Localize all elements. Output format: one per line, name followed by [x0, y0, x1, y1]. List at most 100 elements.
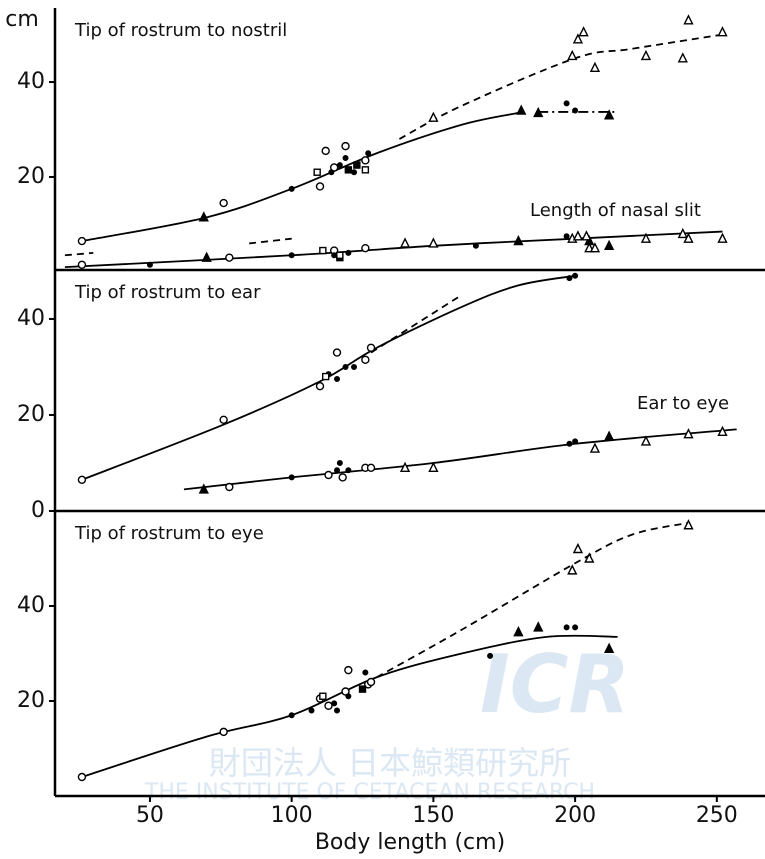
data-point: [399, 461, 411, 472]
data-point: [219, 198, 228, 208]
y-tick-label: 20: [17, 402, 45, 427]
data-point: [345, 467, 352, 474]
data-point: [572, 438, 579, 445]
data-point: [584, 552, 595, 563]
data-point: [717, 232, 728, 243]
x-axis-label: Body length (cm): [315, 830, 505, 855]
data-point: [315, 381, 325, 391]
data-point: [566, 440, 573, 447]
data-point: [399, 237, 411, 248]
data-point: [428, 461, 439, 472]
data-point: [219, 727, 228, 737]
y-tick-label: 20: [17, 688, 45, 713]
watermark: ICR: [480, 638, 630, 731]
data-point: [319, 692, 327, 700]
data-point: [321, 146, 330, 156]
data-point: [336, 459, 343, 466]
data-point: [342, 363, 349, 370]
data-point: [533, 106, 544, 118]
x-tick-label: 200: [554, 803, 596, 828]
curve-label: Length of nasal slit: [530, 200, 701, 221]
data-point: [487, 652, 494, 659]
data-point: [589, 242, 601, 253]
data-point: [198, 483, 209, 494]
fit-curve: [183, 428, 737, 491]
data-point: [516, 104, 527, 115]
data-point: [428, 111, 439, 122]
data-point: [345, 693, 352, 700]
data-point: [341, 687, 350, 696]
data-point: [198, 211, 209, 222]
data-point: [358, 685, 367, 693]
x-tick-label: 100: [271, 803, 313, 828]
data-point: [365, 150, 372, 157]
data-point: [334, 707, 341, 714]
data-point: [603, 430, 615, 441]
data-point: [351, 169, 358, 176]
data-point: [336, 251, 344, 259]
y-tick-label: 40: [17, 69, 45, 94]
data-point: [581, 230, 592, 241]
data-point: [353, 161, 361, 169]
data-point: [288, 474, 295, 481]
data-point: [572, 542, 584, 554]
data-point: [332, 348, 342, 357]
data-point: [351, 363, 358, 370]
data-point: [513, 234, 524, 246]
data-point: [366, 343, 376, 352]
watermark: 財団法人 日本鯨類研究所: [209, 744, 571, 782]
data-point: [77, 236, 87, 246]
data-point: [567, 564, 578, 575]
data-point: [313, 168, 321, 176]
data-point: [338, 473, 347, 482]
data-point: [324, 470, 333, 480]
y-tick-label: 0: [31, 498, 45, 523]
panel-title: Tip of rostrum to ear: [74, 282, 261, 303]
data-point: [677, 227, 688, 239]
data-point: [572, 272, 579, 279]
data-point: [603, 109, 615, 120]
y-tick-label: 40: [17, 593, 45, 618]
data-point: [428, 237, 439, 248]
data-point: [328, 169, 335, 176]
data-point: [344, 665, 353, 675]
data-point: [341, 141, 350, 151]
data-point: [361, 355, 370, 364]
data-point: [513, 626, 524, 637]
data-point: [342, 154, 349, 161]
data-point: [566, 275, 573, 282]
y-tick-label: 40: [17, 306, 45, 331]
x-tick-label: 150: [412, 803, 454, 828]
data-point: [717, 425, 728, 436]
data-point: [589, 442, 601, 453]
fit-curve: [249, 237, 292, 245]
panel-title: Tip of rostrum to eye: [74, 523, 264, 544]
data-point: [77, 772, 87, 782]
data-point: [288, 252, 295, 259]
data-point: [717, 26, 728, 37]
data-point: [572, 230, 584, 241]
panel-title: Tip of rostrum to nostril: [74, 20, 287, 41]
data-point: [308, 707, 315, 714]
data-point: [321, 372, 330, 381]
data-point: [677, 52, 688, 63]
data-point: [683, 519, 694, 530]
data-point: [640, 435, 652, 446]
data-point: [572, 107, 579, 114]
data-point: [288, 185, 295, 192]
data-point: [603, 642, 615, 653]
data-point: [563, 233, 570, 240]
fit-curve: [64, 230, 723, 269]
data-point: [640, 232, 652, 243]
fit-curve: [370, 294, 463, 354]
data-point: [683, 232, 694, 243]
watermark: THE INSTITUTE OF CETACEAN RESEARCH: [144, 780, 595, 805]
data-point: [683, 428, 694, 439]
data-point: [640, 49, 652, 61]
data-point: [331, 700, 338, 707]
data-point: [589, 61, 601, 73]
data-point: [329, 163, 339, 172]
data-point: [288, 712, 295, 719]
data-point: [361, 156, 370, 165]
